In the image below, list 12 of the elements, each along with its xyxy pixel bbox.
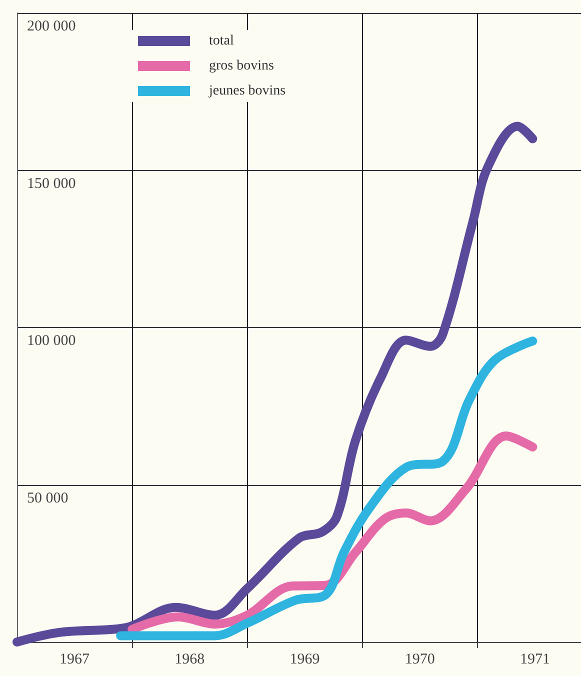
y-tick-label: 100 000 <box>27 333 76 349</box>
y-tick-label: 200 000 <box>27 18 76 34</box>
legend-label: jeunes bovins <box>208 84 286 98</box>
y-tick-label: 150 000 <box>27 176 76 192</box>
x-tick-label: 1968 <box>174 652 205 668</box>
x-tick-label: 1971 <box>520 652 550 668</box>
x-tick-label: 1967 <box>60 652 90 668</box>
x-tick-label: 1969 <box>290 652 320 668</box>
legend-label: total <box>209 34 234 48</box>
x-tick-label: 1970 <box>404 652 435 668</box>
y-tick-label: 50 000 <box>27 490 68 506</box>
legend-label: gros bovins <box>209 58 274 74</box>
